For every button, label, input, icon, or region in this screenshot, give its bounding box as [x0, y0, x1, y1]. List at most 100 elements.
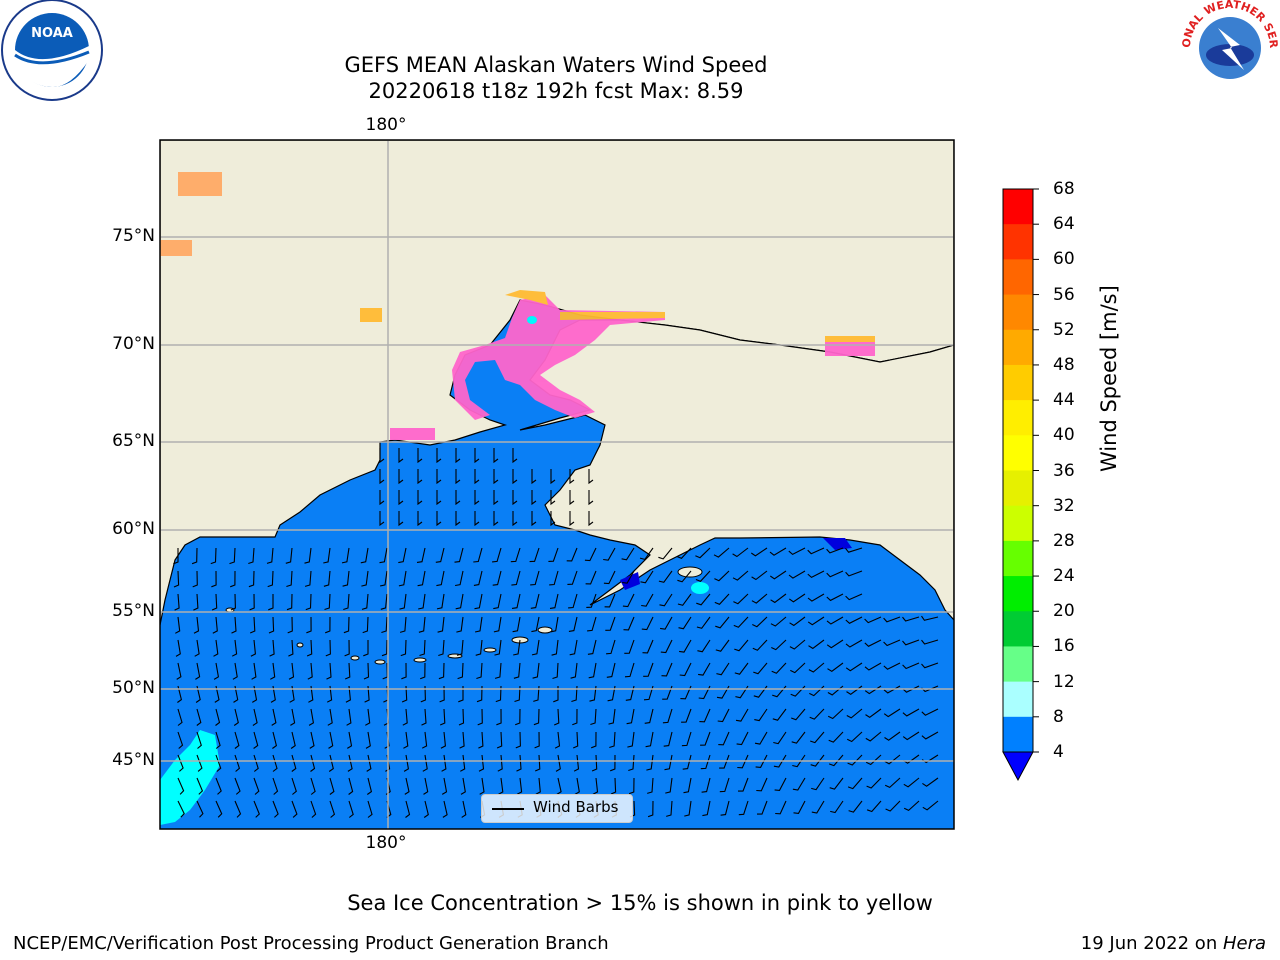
wind-barb [921, 662, 939, 669]
wind-barb [700, 731, 711, 746]
cyan-patch [160, 730, 220, 825]
wind-barb [789, 616, 806, 627]
wind-barb [788, 547, 806, 556]
colorbar-segment [1003, 505, 1033, 542]
wind-barb [735, 685, 749, 699]
wind-barb [903, 800, 920, 812]
wind-barb [286, 593, 293, 611]
wind-barb [423, 800, 429, 818]
wind-barb [477, 708, 483, 726]
wind-barb [628, 777, 635, 795]
wind-barb [360, 547, 369, 564]
wind-barb [418, 616, 426, 633]
wind-barb [845, 593, 863, 601]
wind-barb [213, 639, 219, 657]
wind-barb [516, 754, 522, 772]
wind-barb [212, 616, 218, 634]
wind-barb [592, 777, 599, 795]
wind-barb [753, 662, 768, 675]
wind-barb [399, 593, 407, 610]
wind-barb [343, 593, 350, 611]
wind-barb [716, 662, 730, 676]
wind-barb [326, 685, 333, 703]
colorbar-tick-label: 12 [1053, 671, 1075, 692]
wind-barb [603, 570, 616, 585]
wind-barb [550, 616, 559, 633]
wind-barb [641, 616, 654, 631]
wind-barb [774, 777, 787, 791]
wind-barb [379, 490, 385, 506]
wind-barb [810, 731, 825, 744]
wind-barb [231, 616, 237, 634]
lat-label: 50°N [112, 678, 155, 698]
wind-barb [289, 685, 295, 703]
wind-barb [461, 800, 467, 818]
wind-barb [827, 662, 844, 672]
wind-barb [641, 593, 654, 607]
wind-barb [661, 662, 673, 677]
wind-barb [365, 731, 371, 749]
wind-barb [306, 639, 313, 657]
wind-barb [606, 662, 616, 678]
wind-barb [902, 662, 920, 670]
wind-barb [249, 593, 255, 611]
wind-barb [404, 777, 410, 795]
wind-barb [738, 800, 749, 816]
wind-barb [269, 639, 275, 657]
wind-barb [533, 708, 540, 726]
wind-barb [719, 754, 730, 769]
wind-barb [845, 547, 863, 553]
wind-barb [573, 754, 580, 772]
wind-barb [266, 547, 274, 564]
wind-barb [750, 547, 768, 557]
wind-barb [324, 593, 331, 611]
wind-barb [346, 708, 352, 726]
nws-logo: NATIONAL WEATHER SERVICE [1180, 0, 1280, 94]
wind-barb [177, 685, 183, 703]
map-legend: Wind Barbs [481, 794, 633, 823]
wind-barb [494, 662, 502, 679]
lat-label: 55°N [112, 601, 155, 621]
wind-barb [193, 616, 200, 634]
wind-barb [459, 731, 465, 749]
wind-barb [417, 448, 423, 464]
wind-barb [733, 593, 749, 605]
wind-barb [213, 662, 220, 680]
wind-barb [177, 731, 184, 749]
wind-barb [455, 593, 464, 610]
wind-barb [845, 639, 863, 648]
wind-barb [498, 777, 504, 795]
wind-barb [826, 593, 844, 602]
wind-barb [342, 570, 350, 587]
wind-barb [381, 616, 388, 634]
wind-barb [553, 708, 560, 726]
wind-barb [436, 448, 442, 464]
wind-barb [195, 662, 201, 680]
wind-barb [379, 469, 385, 485]
wind-barb [457, 662, 464, 680]
wind-barb [173, 548, 179, 565]
wind-barb [548, 547, 559, 562]
wind-barb [811, 777, 825, 791]
wind-barb [177, 800, 185, 818]
wind-barb [348, 777, 354, 795]
wind-barb [681, 731, 692, 747]
wind-barb [364, 685, 370, 703]
wind-barb [676, 547, 692, 559]
wind-barb [232, 662, 238, 680]
wind-barb [714, 570, 730, 582]
wind-barb [495, 685, 502, 703]
wind-barb [789, 639, 806, 650]
wind-barb [417, 469, 423, 485]
wind-barb [793, 800, 806, 814]
wind-barb [568, 593, 578, 609]
wind-barb [191, 547, 198, 565]
wind-barb [362, 616, 369, 634]
wind-barb [308, 708, 315, 726]
wind-barb [922, 777, 939, 787]
wind-barb [440, 731, 446, 749]
wind-barb [658, 547, 673, 560]
wind-barb [270, 662, 276, 680]
wind-barb [698, 662, 711, 676]
wind-barb [570, 662, 578, 679]
